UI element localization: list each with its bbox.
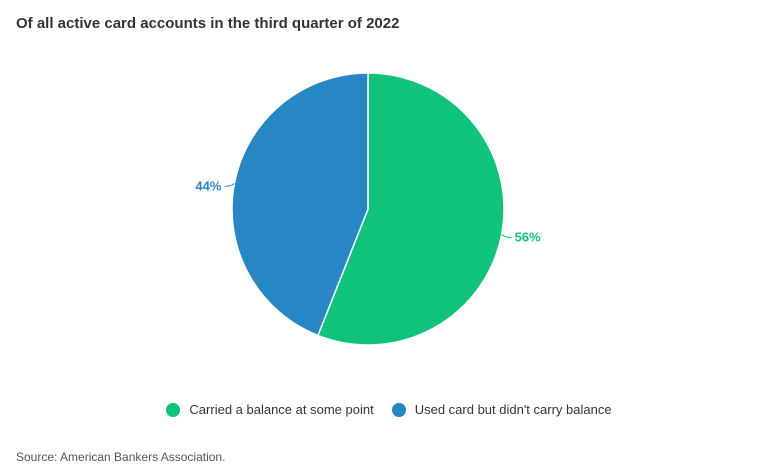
legend-swatch-no-balance (391, 402, 406, 417)
legend-label-carried-balance: Carried a balance at some point (189, 402, 374, 417)
pie-chart: 56% 44% (195, 72, 541, 346)
pie-leader-line-1 (224, 183, 235, 188)
source-note: Source: American Bankers Association. (16, 450, 226, 464)
pie-slice-1[interactable] (231, 72, 369, 337)
pie-data-label-0: 56% (515, 229, 541, 244)
chart-title: Of all active card accounts in the third… (16, 15, 400, 32)
legend-label-no-balance: Used card but didn't carry balance (414, 402, 612, 417)
pie-data-label-1: 44% (195, 179, 221, 194)
chart-legend: Carried a balance at some point Used car… (0, 402, 778, 417)
legend-swatch-carried-balance (166, 402, 181, 417)
pie-leader-line-0 (501, 234, 512, 238)
legend-item-no-balance[interactable]: Used card but didn't carry balance (391, 402, 612, 417)
legend-item-carried-balance[interactable]: Carried a balance at some point (166, 402, 374, 417)
